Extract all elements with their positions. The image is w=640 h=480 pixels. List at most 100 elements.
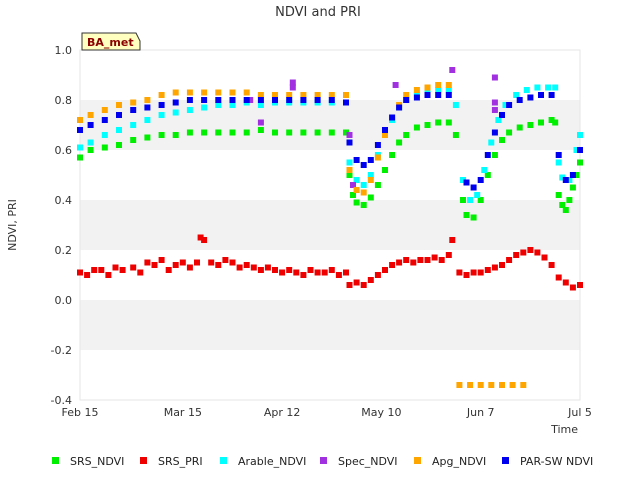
data-point — [158, 132, 165, 138]
legend-item: Arable_NDVI — [220, 455, 306, 468]
data-point — [151, 262, 158, 268]
data-point — [172, 132, 179, 138]
data-point — [328, 129, 335, 136]
data-point — [243, 89, 250, 96]
data-point — [435, 92, 442, 98]
data-point — [91, 267, 98, 273]
data-point — [335, 272, 342, 278]
data-point — [257, 267, 264, 273]
data-point — [343, 129, 349, 136]
data-points — [77, 67, 583, 388]
data-point — [201, 97, 208, 103]
y-tick-label: 0.4 — [55, 194, 73, 207]
y-tick-label: 0.6 — [55, 144, 73, 157]
data-point — [314, 269, 321, 276]
data-point — [346, 167, 353, 173]
data-point — [130, 137, 137, 143]
x-tick-label: Jun 7 — [466, 406, 495, 419]
y-axis-title: NDVI, PRI — [6, 199, 19, 251]
data-point — [353, 157, 360, 163]
data-point — [538, 92, 544, 98]
data-point — [374, 272, 381, 278]
data-point — [144, 259, 151, 266]
data-point — [130, 99, 137, 106]
legend-swatch — [320, 457, 327, 464]
data-point — [367, 177, 374, 183]
data-point — [577, 132, 583, 138]
data-point — [353, 279, 360, 286]
grid-band — [80, 250, 580, 300]
legend-item: Apg_NDVI — [414, 455, 486, 468]
data-point — [201, 89, 208, 96]
data-point — [186, 264, 193, 271]
data-point — [555, 192, 562, 198]
legend-label: SRS_PRI — [158, 455, 203, 468]
data-point — [257, 102, 264, 108]
data-point — [215, 102, 222, 108]
data-point — [499, 382, 505, 388]
y-axis-ticks: -0.4 -0.2 0.0 0.2 0.4 0.6 0.8 1.0 — [51, 44, 72, 407]
data-point — [257, 92, 264, 98]
data-point — [208, 259, 215, 266]
data-point — [424, 84, 431, 91]
data-point — [77, 117, 83, 123]
grid-band — [80, 300, 580, 350]
data-point — [463, 272, 470, 278]
data-point — [307, 267, 314, 273]
data-point — [158, 92, 165, 98]
data-point — [144, 97, 151, 103]
data-point — [350, 192, 356, 198]
data-point — [101, 117, 108, 123]
data-point — [353, 187, 360, 193]
data-point — [523, 87, 530, 93]
data-point — [445, 119, 452, 126]
data-point — [435, 119, 442, 126]
data-point — [257, 127, 264, 133]
data-point — [314, 97, 321, 103]
data-point — [130, 264, 137, 271]
grid-band — [80, 150, 580, 200]
data-point — [566, 197, 573, 203]
data-point — [279, 269, 286, 276]
legend-item: PAR-SW NDVI — [502, 455, 593, 468]
y-tick-label: 0.0 — [55, 294, 73, 307]
data-point — [389, 114, 396, 121]
data-point — [491, 152, 498, 158]
y-tick-label: -0.2 — [51, 344, 72, 357]
data-point — [456, 269, 463, 276]
data-point — [389, 152, 396, 158]
grid-band — [80, 350, 580, 400]
data-point — [374, 142, 381, 148]
data-point — [527, 122, 534, 128]
legend-label: Arable_NDVI — [238, 455, 306, 468]
data-point — [569, 172, 576, 178]
data-point — [548, 117, 555, 123]
data-point — [101, 132, 108, 138]
data-point — [243, 262, 250, 268]
data-point — [346, 282, 353, 288]
data-point — [488, 139, 495, 146]
data-point — [413, 94, 420, 101]
data-point — [130, 122, 137, 128]
series-par-sw-ndvi — [77, 92, 583, 191]
legend-swatch — [52, 457, 59, 464]
data-point — [562, 177, 569, 183]
data-point — [286, 129, 293, 136]
data-point — [527, 94, 534, 101]
x-tick-label: Jul 5 — [567, 406, 592, 419]
data-point — [201, 104, 208, 111]
data-point — [374, 182, 381, 188]
data-point — [513, 252, 520, 258]
data-point — [403, 92, 410, 98]
data-point — [452, 102, 459, 108]
data-point — [520, 382, 527, 388]
data-point — [144, 134, 151, 141]
legend-label: PAR-SW NDVI — [520, 455, 593, 468]
data-point — [555, 152, 562, 158]
data-point — [328, 97, 335, 103]
data-point — [470, 269, 477, 276]
data-point — [396, 259, 403, 266]
site-badge: BA_met — [81, 32, 141, 51]
data-point — [548, 262, 555, 268]
data-point — [534, 249, 541, 256]
